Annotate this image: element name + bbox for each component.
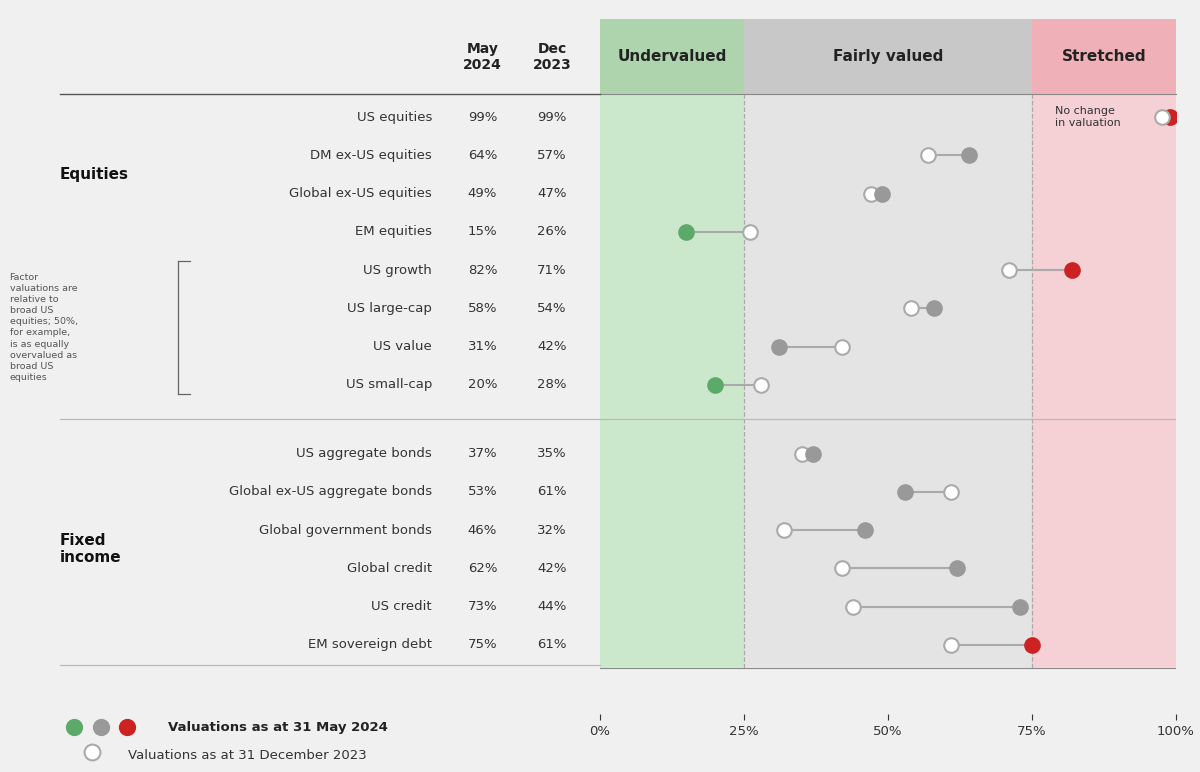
Point: [1152, 111, 1171, 124]
Point: [1160, 111, 1180, 124]
Point: [740, 225, 760, 238]
Point: [862, 188, 881, 200]
Text: 20%: 20%: [468, 378, 497, 391]
Text: US equities: US equities: [356, 110, 432, 124]
Point: [706, 378, 725, 391]
Text: 28%: 28%: [538, 378, 566, 391]
Text: 37%: 37%: [468, 447, 497, 460]
Text: 15%: 15%: [468, 225, 497, 239]
Text: US value: US value: [373, 340, 432, 353]
Text: Dec
2023: Dec 2023: [533, 42, 571, 72]
Bar: [600, 94, 744, 668]
Text: Fixed
income: Fixed income: [60, 533, 121, 565]
Text: 26%: 26%: [538, 225, 566, 239]
Text: US small-cap: US small-cap: [346, 378, 432, 391]
Text: 31%: 31%: [468, 340, 497, 353]
Point: [833, 340, 852, 353]
Point: [769, 340, 788, 353]
Text: 35%: 35%: [538, 447, 566, 460]
Point: [901, 302, 920, 314]
Text: Factor
valuations are
relative to
broad US
equities; 50%,
for example,
is as equ: Factor valuations are relative to broad …: [10, 273, 78, 382]
Point: [942, 486, 961, 498]
Text: 46%: 46%: [468, 523, 497, 537]
Text: 73%: 73%: [468, 600, 497, 613]
Text: 75%: 75%: [468, 638, 497, 652]
Text: Valuations as at 31 December 2023: Valuations as at 31 December 2023: [128, 749, 367, 761]
Point: [948, 562, 967, 574]
Text: 82%: 82%: [468, 263, 497, 276]
Text: Global credit: Global credit: [347, 562, 432, 575]
Point: [64, 721, 83, 733]
Point: [118, 721, 137, 733]
Text: 54%: 54%: [538, 302, 566, 315]
Text: 64%: 64%: [468, 149, 497, 162]
Text: 53%: 53%: [468, 486, 497, 499]
Point: [895, 486, 914, 498]
Text: 49%: 49%: [468, 187, 497, 200]
Text: 99%: 99%: [468, 110, 497, 124]
Text: 32%: 32%: [538, 523, 566, 537]
Text: 42%: 42%: [538, 562, 566, 575]
Point: [751, 378, 770, 391]
Text: US aggregate bonds: US aggregate bonds: [296, 447, 432, 460]
Point: [942, 638, 961, 651]
Text: DM ex-US equities: DM ex-US equities: [311, 149, 432, 162]
Text: EM sovereign debt: EM sovereign debt: [308, 638, 432, 652]
Text: 71%: 71%: [538, 263, 566, 276]
Text: Global ex-US aggregate bonds: Global ex-US aggregate bonds: [229, 486, 432, 499]
Text: Undervalued: Undervalued: [617, 49, 727, 64]
Point: [856, 524, 875, 537]
Text: Valuations as at 31 May 2024: Valuations as at 31 May 2024: [168, 722, 388, 734]
Text: No change
in valuation: No change in valuation: [1055, 106, 1121, 128]
Point: [833, 562, 852, 574]
Point: [1063, 264, 1082, 276]
Point: [775, 524, 794, 537]
Point: [1160, 111, 1180, 124]
Text: US growth: US growth: [364, 263, 432, 276]
Point: [1010, 601, 1030, 613]
Text: Fairly valued: Fairly valued: [833, 49, 943, 64]
Point: [83, 746, 102, 758]
Text: 44%: 44%: [538, 600, 566, 613]
Text: 47%: 47%: [538, 187, 566, 200]
Text: 57%: 57%: [538, 149, 566, 162]
Text: 62%: 62%: [468, 562, 497, 575]
Text: Stretched: Stretched: [1062, 49, 1146, 64]
Text: 61%: 61%: [538, 638, 566, 652]
Text: Global government bonds: Global government bonds: [259, 523, 432, 537]
Text: Equities: Equities: [60, 167, 130, 182]
Point: [804, 448, 823, 460]
Point: [1022, 638, 1042, 651]
Point: [792, 448, 811, 460]
Point: [959, 149, 978, 161]
Text: EM equities: EM equities: [355, 225, 432, 239]
Text: 58%: 58%: [468, 302, 497, 315]
Point: [844, 601, 863, 613]
Text: US large-cap: US large-cap: [347, 302, 432, 315]
Point: [872, 188, 892, 200]
Text: 42%: 42%: [538, 340, 566, 353]
Text: May
2024: May 2024: [463, 42, 502, 72]
Point: [924, 302, 943, 314]
Text: 61%: 61%: [538, 486, 566, 499]
Point: [919, 149, 938, 161]
Point: [1000, 264, 1019, 276]
Text: 99%: 99%: [538, 110, 566, 124]
Bar: [744, 94, 1032, 668]
Bar: [1032, 94, 1176, 668]
Text: US credit: US credit: [371, 600, 432, 613]
Point: [91, 721, 110, 733]
Text: Global ex-US equities: Global ex-US equities: [289, 187, 432, 200]
Point: [677, 225, 696, 238]
